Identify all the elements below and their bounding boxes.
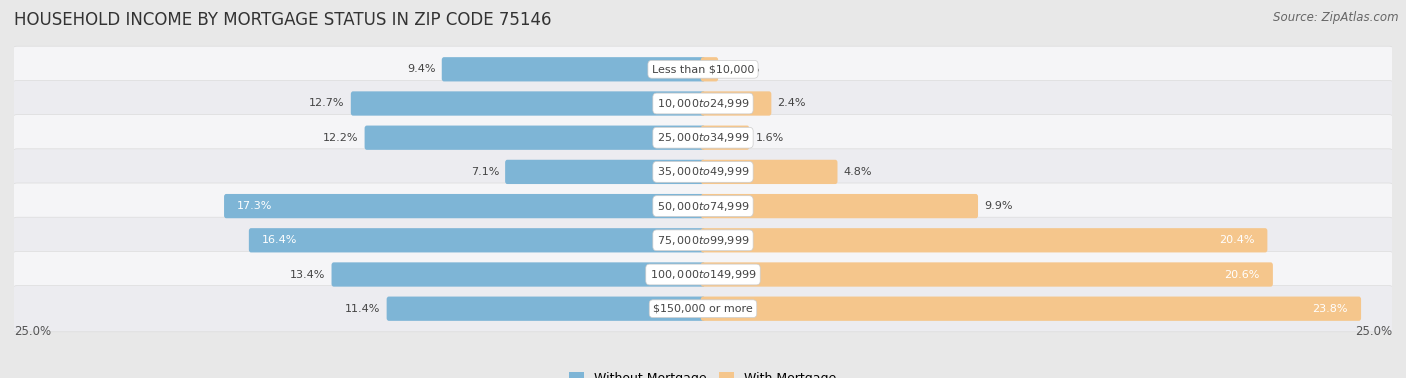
Text: 9.4%: 9.4% <box>408 64 436 74</box>
Text: 7.1%: 7.1% <box>471 167 499 177</box>
FancyBboxPatch shape <box>11 251 1395 297</box>
FancyBboxPatch shape <box>700 194 979 218</box>
FancyBboxPatch shape <box>700 228 1267 253</box>
Text: 23.8%: 23.8% <box>1312 304 1348 314</box>
FancyBboxPatch shape <box>11 217 1395 263</box>
Text: $150,000 or more: $150,000 or more <box>654 304 752 314</box>
FancyBboxPatch shape <box>249 228 706 253</box>
Text: Less than $10,000: Less than $10,000 <box>652 64 754 74</box>
FancyBboxPatch shape <box>224 194 706 218</box>
Text: 12.7%: 12.7% <box>309 99 344 108</box>
FancyBboxPatch shape <box>700 297 1361 321</box>
Text: 4.8%: 4.8% <box>844 167 872 177</box>
Text: $75,000 to $99,999: $75,000 to $99,999 <box>657 234 749 247</box>
Text: 1.6%: 1.6% <box>755 133 783 143</box>
FancyBboxPatch shape <box>352 91 706 116</box>
Text: 9.9%: 9.9% <box>984 201 1012 211</box>
FancyBboxPatch shape <box>387 297 706 321</box>
FancyBboxPatch shape <box>441 57 706 81</box>
Text: $25,000 to $34,999: $25,000 to $34,999 <box>657 131 749 144</box>
FancyBboxPatch shape <box>700 57 718 81</box>
Text: 25.0%: 25.0% <box>1355 325 1392 338</box>
Text: Source: ZipAtlas.com: Source: ZipAtlas.com <box>1274 11 1399 24</box>
FancyBboxPatch shape <box>700 160 838 184</box>
Legend: Without Mortgage, With Mortgage: Without Mortgage, With Mortgage <box>564 367 842 378</box>
Text: 2.4%: 2.4% <box>778 99 806 108</box>
Text: 13.4%: 13.4% <box>290 270 325 279</box>
FancyBboxPatch shape <box>700 91 772 116</box>
FancyBboxPatch shape <box>11 46 1395 92</box>
Text: 17.3%: 17.3% <box>238 201 273 211</box>
Text: 12.2%: 12.2% <box>323 133 359 143</box>
Text: $10,000 to $24,999: $10,000 to $24,999 <box>657 97 749 110</box>
FancyBboxPatch shape <box>11 115 1395 161</box>
Text: $100,000 to $149,999: $100,000 to $149,999 <box>650 268 756 281</box>
Text: 11.4%: 11.4% <box>346 304 381 314</box>
FancyBboxPatch shape <box>11 81 1395 127</box>
FancyBboxPatch shape <box>11 183 1395 229</box>
Text: HOUSEHOLD INCOME BY MORTGAGE STATUS IN ZIP CODE 75146: HOUSEHOLD INCOME BY MORTGAGE STATUS IN Z… <box>14 11 551 29</box>
Text: $35,000 to $49,999: $35,000 to $49,999 <box>657 166 749 178</box>
Text: 25.0%: 25.0% <box>14 325 51 338</box>
FancyBboxPatch shape <box>505 160 706 184</box>
Text: 0.47%: 0.47% <box>724 64 759 74</box>
FancyBboxPatch shape <box>700 125 749 150</box>
Text: 20.6%: 20.6% <box>1225 270 1260 279</box>
FancyBboxPatch shape <box>700 262 1272 287</box>
FancyBboxPatch shape <box>11 286 1395 332</box>
Text: $50,000 to $74,999: $50,000 to $74,999 <box>657 200 749 212</box>
Text: 16.4%: 16.4% <box>262 235 298 245</box>
FancyBboxPatch shape <box>11 149 1395 195</box>
Text: 20.4%: 20.4% <box>1219 235 1254 245</box>
FancyBboxPatch shape <box>364 125 706 150</box>
FancyBboxPatch shape <box>332 262 706 287</box>
